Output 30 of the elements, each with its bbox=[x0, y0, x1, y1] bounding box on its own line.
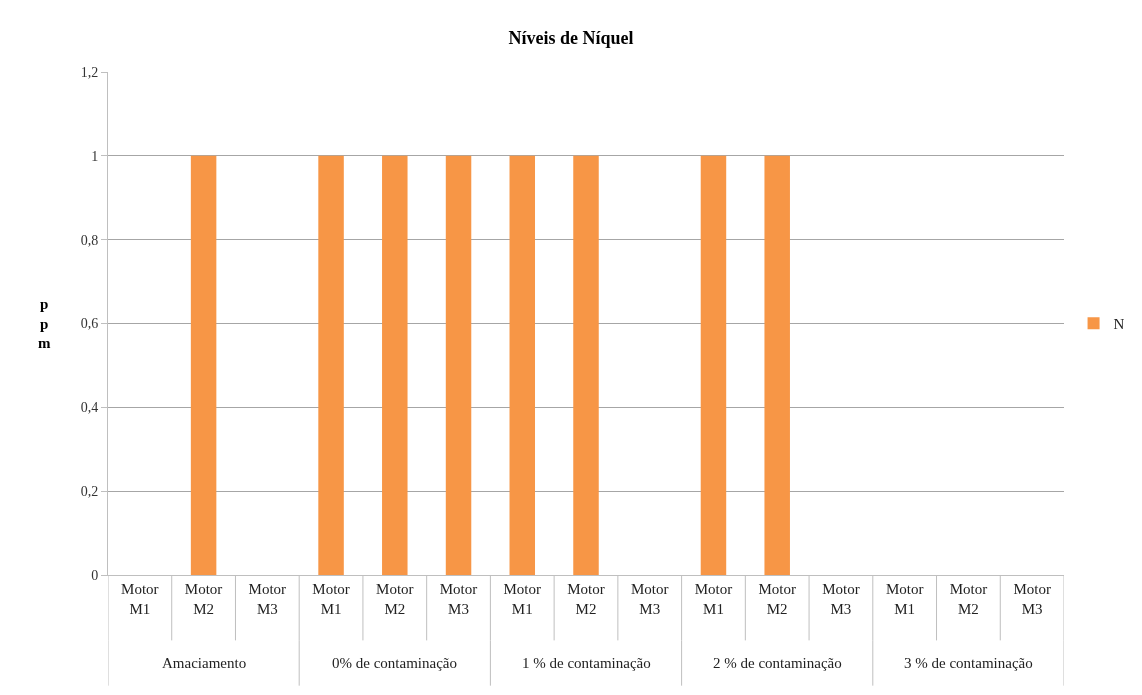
x-tick-label: Motor M2 bbox=[949, 581, 988, 617]
legend-label: N bbox=[1113, 316, 1125, 333]
x-tick-label: Motor M3 bbox=[439, 581, 478, 617]
x-tick-label: Motor M1 bbox=[121, 581, 159, 617]
x-tick-label: Motor M1 bbox=[503, 581, 542, 617]
x-tick-label: Motor M3 bbox=[1013, 581, 1051, 617]
y-tick-label: 0 bbox=[91, 567, 99, 583]
x-tick-label: Motor M3 bbox=[630, 581, 669, 617]
x-tick-label: Motor M1 bbox=[312, 581, 350, 617]
y-tick-label: 1 bbox=[91, 148, 99, 164]
chart-title: Níveis de Níquel bbox=[508, 27, 634, 48]
x-tick-label: Motor M1 bbox=[694, 581, 733, 617]
text: 3 % de contaminação bbox=[904, 655, 1033, 671]
x-tick-label: Motor M1 bbox=[885, 581, 924, 617]
x-tick-label: Motor M3 bbox=[822, 581, 860, 617]
y-tick-label: 0,8 bbox=[80, 232, 99, 248]
y-tick-label: 0,6 bbox=[80, 316, 99, 332]
y-axis-title: ppm bbox=[38, 296, 51, 351]
x-tick-label: Motor M2 bbox=[567, 581, 605, 617]
x-tick-label: Motor M2 bbox=[184, 581, 223, 617]
text: Amaciamento bbox=[162, 655, 247, 671]
y-tick-label: 0,4 bbox=[80, 400, 99, 416]
y-tick-label: 0,2 bbox=[80, 484, 99, 500]
x-tick-label: Motor M3 bbox=[248, 581, 287, 617]
text: 2 % de contaminação bbox=[713, 655, 842, 671]
text: 0% de contaminação bbox=[332, 655, 457, 671]
x-tick-label: Motor M2 bbox=[376, 581, 414, 617]
x-tick-label: Motor M2 bbox=[758, 581, 796, 617]
y-tick-label: 1,2 bbox=[80, 64, 99, 80]
text: 1 % de contaminação bbox=[522, 655, 651, 671]
